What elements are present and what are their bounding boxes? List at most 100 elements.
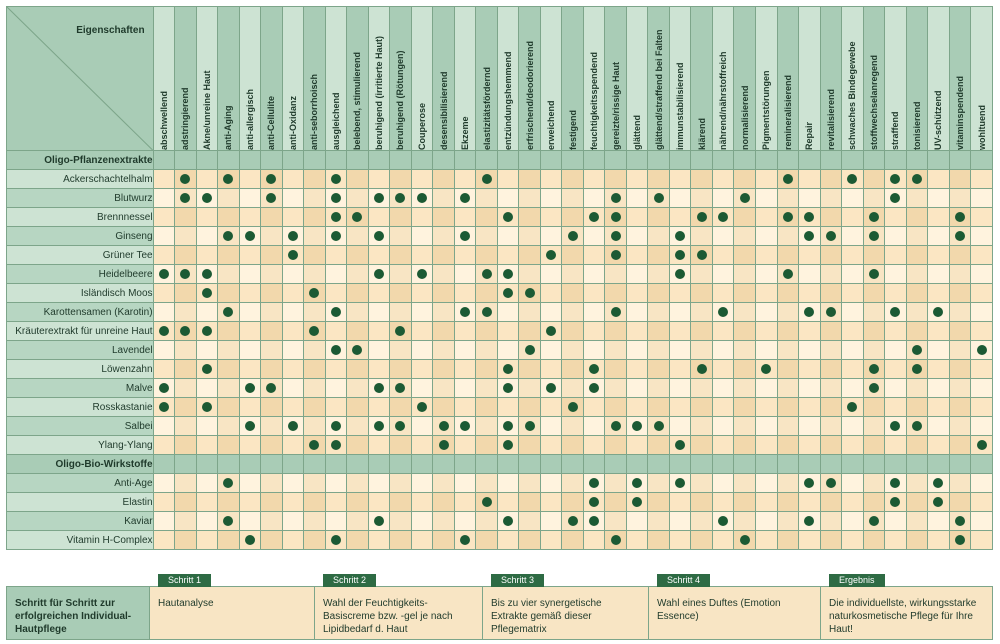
matrix-cell: [884, 397, 907, 417]
matrix-cell: [798, 340, 821, 360]
section-filler-cell: [733, 454, 756, 474]
section-filler-cell: [862, 150, 886, 170]
matrix-cell: [539, 321, 563, 341]
dot-icon: [589, 497, 600, 507]
matrix-cell: [475, 340, 498, 360]
matrix-cell: [927, 397, 950, 417]
matrix-cell: [475, 188, 498, 208]
matrix-cell: [475, 245, 498, 265]
matrix-cell: [410, 492, 434, 512]
dot-icon: [976, 440, 987, 450]
section-filler-cell: [884, 454, 907, 474]
matrix-cell: [970, 283, 993, 303]
matrix-cell: [346, 397, 369, 417]
dot-icon: [782, 174, 793, 184]
matrix-cell: [195, 169, 219, 189]
matrix-cell: [346, 188, 369, 208]
dot-icon: [180, 193, 191, 203]
matrix-cell: [346, 416, 369, 436]
column-header: Pigmentstörungen: [755, 6, 778, 151]
matrix-cell: [260, 245, 283, 265]
dot-icon: [266, 383, 277, 393]
matrix-cell: [410, 245, 434, 265]
matrix-cell: [647, 416, 670, 436]
matrix-cell: [367, 188, 391, 208]
matrix-cell: [367, 435, 391, 455]
section-header-row: Oligo-Pflanzenextrakte: [6, 150, 993, 170]
matrix-cell: [604, 302, 627, 322]
dot-icon: [180, 269, 191, 279]
section-filler-cell: [733, 150, 756, 170]
section-filler-cell: [303, 150, 326, 170]
matrix-cell: [195, 492, 219, 512]
column-header: nährend/nährstoffreich: [711, 6, 735, 151]
section-filler-cell: [410, 150, 434, 170]
matrix-cell: [668, 492, 692, 512]
matrix-cell: [711, 302, 735, 322]
matrix-cell: [668, 397, 692, 417]
section-filler-cell: [260, 150, 283, 170]
matrix-cell: [733, 264, 756, 284]
matrix-cell: [174, 359, 197, 379]
matrix-cell: [561, 283, 584, 303]
section-filler-cell: [281, 150, 305, 170]
matrix-cell: [970, 321, 993, 341]
matrix-cell: [582, 264, 606, 284]
matrix-cell: [410, 416, 434, 436]
matrix-cell: [755, 340, 778, 360]
matrix-cell: [453, 207, 477, 227]
matrix-cell: [217, 283, 240, 303]
matrix-cell: [841, 378, 864, 398]
dot-icon: [309, 326, 320, 336]
dot-icon: [330, 345, 341, 355]
matrix-cell: [625, 473, 649, 493]
dot-icon: [460, 421, 471, 431]
section-filler-cell: [389, 150, 412, 170]
matrix-cell: [798, 302, 821, 322]
matrix-cell: [324, 283, 348, 303]
matrix-cell: [884, 321, 907, 341]
table-row: Löwenzahn: [6, 359, 993, 379]
row-label: Kaviar: [6, 511, 154, 531]
matrix-cell: [367, 302, 391, 322]
matrix-cell: [367, 473, 391, 493]
matrix-cell: [174, 283, 197, 303]
row-label: Elastin: [6, 492, 154, 512]
dot-icon: [223, 516, 234, 526]
matrix-cell: [260, 264, 283, 284]
matrix-cell: [690, 321, 713, 341]
matrix-cell: [303, 283, 326, 303]
matrix-cell: [561, 492, 584, 512]
matrix-cell: [841, 340, 864, 360]
dot-icon: [804, 307, 815, 317]
matrix-cell: [582, 435, 606, 455]
column-header: entzündungshemmend: [496, 6, 520, 151]
matrix-cell: [948, 397, 972, 417]
dot-icon: [460, 231, 471, 241]
matrix-cell: [647, 302, 670, 322]
table-row: Grüner Tee: [6, 245, 993, 265]
matrix-cell: [582, 169, 606, 189]
matrix-cell: [238, 378, 262, 398]
matrix-cell: [389, 530, 412, 550]
matrix-cell: [174, 188, 197, 208]
column-header: Ekzeme: [453, 6, 477, 151]
dot-icon: [481, 269, 492, 279]
row-label: Vitamin H-Complex: [6, 530, 154, 550]
dot-icon: [158, 383, 169, 393]
matrix-cell: [647, 511, 670, 531]
matrix-cell: [346, 340, 369, 360]
section-filler-cell: [841, 150, 864, 170]
section-filler-cell: [927, 454, 950, 474]
matrix-cell: [518, 188, 541, 208]
dot-icon: [825, 307, 836, 317]
dot-icon: [567, 402, 578, 412]
table-row: Isländisch Moos: [6, 283, 993, 303]
column-header-label: ausgleichend: [330, 92, 341, 150]
matrix-cell: [862, 473, 886, 493]
matrix-cell: [303, 511, 326, 531]
matrix-cell: [862, 321, 886, 341]
matrix-cell: [690, 302, 713, 322]
steps-title: Schritt für Schritt zur erfolg­reichen I…: [7, 587, 150, 639]
matrix-cell: [927, 378, 950, 398]
